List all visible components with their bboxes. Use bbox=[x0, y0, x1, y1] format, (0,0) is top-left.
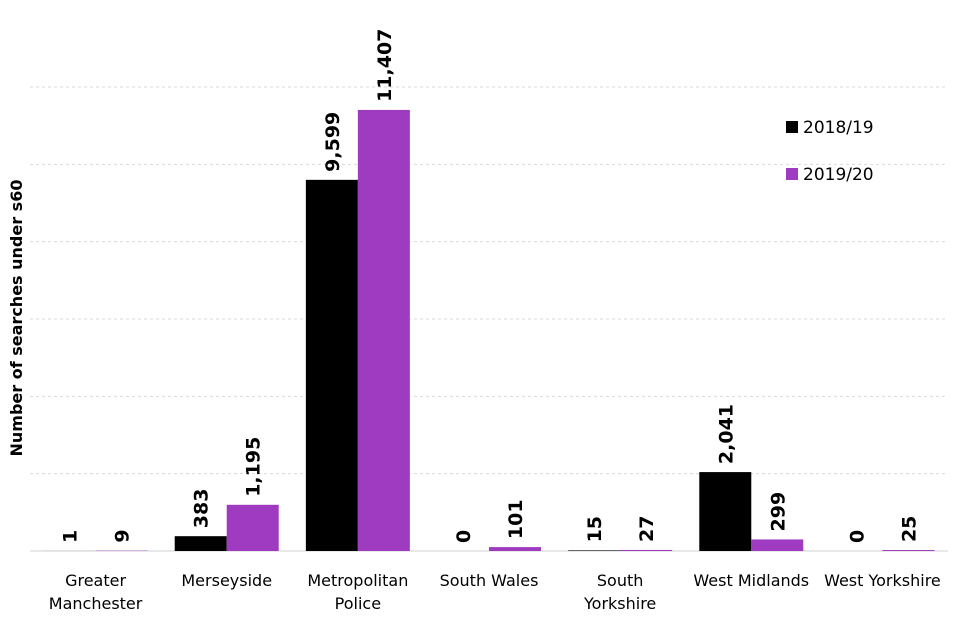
legend-label: 2019/20 bbox=[803, 165, 874, 185]
bar-series2 bbox=[489, 547, 541, 551]
data-label: 2,041 bbox=[715, 404, 737, 464]
bar-series2 bbox=[751, 539, 804, 551]
bar-series2 bbox=[620, 549, 673, 551]
data-label: 9 bbox=[112, 529, 134, 542]
x-tick-label: Manchester bbox=[49, 594, 143, 613]
data-label: 1,195 bbox=[243, 437, 265, 497]
bar-series1 bbox=[568, 550, 621, 551]
bar-series2 bbox=[357, 109, 410, 552]
legend-swatch bbox=[786, 121, 798, 133]
x-tick-label: South Wales bbox=[440, 571, 539, 590]
data-label: 27 bbox=[636, 516, 658, 542]
legend: 2018/19 2019/20 bbox=[786, 118, 874, 185]
x-tick-label: South bbox=[597, 571, 644, 590]
x-tick-labels: Greater Manchester Merseyside Metropolitan P… bbox=[49, 571, 941, 613]
bar-series1 bbox=[699, 472, 752, 551]
data-label: 299 bbox=[767, 492, 789, 532]
data-label: 383 bbox=[191, 489, 213, 529]
gridlines bbox=[30, 86, 948, 552]
data-label: 0 bbox=[453, 530, 475, 543]
bar-series1 bbox=[174, 536, 227, 551]
data-label: 15 bbox=[584, 516, 606, 542]
data-labels: 1 9 383 1,195 9,599 11,407 0 101 15 27 2,041 299 0 25 bbox=[60, 29, 921, 543]
x-tick-label: West Yorkshire bbox=[824, 571, 941, 590]
bar-series2 bbox=[226, 504, 279, 551]
legend-label: 2018/19 bbox=[803, 118, 874, 138]
data-label: 1 bbox=[60, 530, 82, 543]
x-tick-label: Metropolitan bbox=[307, 571, 408, 590]
bars bbox=[43, 109, 935, 552]
x-tick-label: Yorkshire bbox=[583, 594, 656, 613]
bar-series2 bbox=[882, 550, 935, 551]
bar-series1 bbox=[305, 179, 358, 551]
x-tick-label: Police bbox=[335, 594, 381, 613]
legend-swatch bbox=[786, 168, 798, 180]
data-label: 9,599 bbox=[322, 112, 344, 172]
y-axis-label: Number of searches under s60 bbox=[7, 180, 26, 457]
data-label: 101 bbox=[505, 499, 527, 539]
data-label: 11,407 bbox=[374, 29, 396, 102]
x-tick-label: West Midlands bbox=[693, 571, 809, 590]
data-label: 0 bbox=[846, 530, 868, 543]
x-tick-label: Greater bbox=[65, 571, 126, 590]
x-tick-label: Merseyside bbox=[181, 571, 272, 590]
data-label: 25 bbox=[898, 516, 920, 542]
